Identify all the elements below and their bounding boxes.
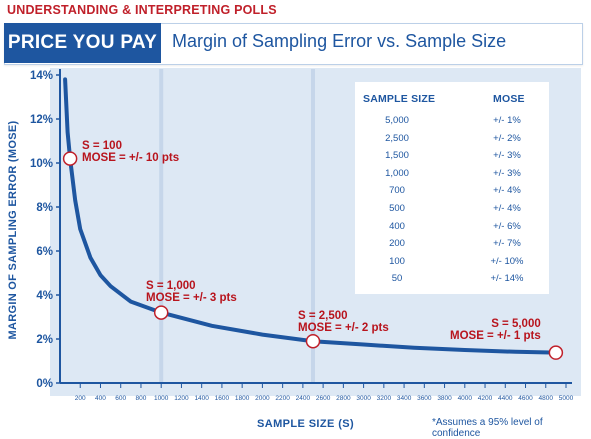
x-tick-label: 2600 — [316, 395, 331, 402]
x-tick-label: 2800 — [336, 395, 351, 402]
x-tick-label: 3800 — [437, 395, 452, 402]
x-tick-label: 1600 — [215, 395, 230, 402]
kicker-title: UNDERSTANDING & INTERPRETING POLLS — [7, 3, 277, 17]
x-tick-label: 3200 — [377, 395, 392, 402]
x-tick-label: 200 — [75, 395, 86, 402]
x-tick-label: 1200 — [174, 395, 189, 402]
highlight-markers — [62, 151, 564, 360]
x-tick-label: 2000 — [255, 395, 270, 402]
annotation-mose: MOSE = +/- 10 pts — [82, 152, 180, 164]
table-cell-sample-size: 2,500 — [385, 132, 409, 144]
y-tick-label: 8% — [36, 202, 53, 214]
sample-size-table: SAMPLE SIZE MOSE 5,000 +/- 1% 2,500 +/- 2% 1… — [355, 82, 549, 294]
x-tick-label: 1000 — [154, 395, 169, 402]
x-tick-label: 800 — [136, 395, 147, 402]
table-cell-mose: +/- 10% — [490, 255, 524, 267]
annotation-3: S = 2,500 MOSE = +/- 2 pts — [298, 310, 389, 334]
table-cell-sample-size: 1,000 — [385, 167, 409, 179]
annotation-sample-size: S = 5,000 — [491, 318, 541, 330]
y-tick-label: 2% — [36, 334, 53, 346]
x-tick-labels: 200 400 600 800 1000 1200 1400 1600 1800 2000 2200… — [75, 383, 574, 402]
table-cell-sample-size: 5,000 — [385, 115, 409, 126]
table-cell-mose: +/- 1% — [493, 115, 521, 126]
table-cell-sample-size: 100 — [389, 255, 405, 267]
y-tick-label: 6% — [36, 246, 53, 258]
annotation-mose: MOSE = +/- 2 pts — [298, 322, 389, 334]
mose-curve — [63, 77, 558, 355]
table-cell-mose: +/- 4% — [493, 203, 521, 214]
annotation-1: S = 100 MOSE = +/- 10 pts — [82, 140, 179, 164]
x-tick-label: 4800 — [539, 395, 554, 402]
x-tick-label: 3000 — [356, 395, 371, 402]
highlight-marker-3 — [305, 333, 321, 349]
x-tick-label: 3600 — [417, 395, 432, 402]
table-cell-sample-size: 700 — [389, 185, 405, 197]
table-cell-mose: +/- 3% — [493, 167, 521, 179]
table-cell-mose: +/- 7% — [493, 238, 521, 250]
x-tick-label: 5000 — [559, 395, 574, 402]
highlight-marker-4 — [548, 345, 564, 360]
footnote: *Assumes a 95% level of confidence — [432, 417, 543, 439]
x-axis-title: SAMPLE SIZE (S) — [257, 418, 355, 430]
x-tick-label: 4400 — [498, 395, 513, 402]
y-tick-label: 14% — [30, 70, 53, 82]
y-tick-label: 12% — [30, 114, 53, 126]
x-tick-label: 4000 — [458, 395, 473, 402]
x-tick-label: 1400 — [194, 395, 209, 402]
highlight-marker-1 — [62, 151, 78, 166]
table-cell-sample-size: 200 — [389, 238, 405, 250]
table-cell-mose: +/- 4% — [493, 185, 521, 197]
table-cell-mose: +/- 6% — [493, 220, 521, 232]
table-cell-mose: +/- 2% — [493, 132, 521, 144]
y-tick-label: 0% — [36, 378, 53, 390]
annotation-sample-size: S = 1,000 — [146, 280, 196, 292]
table-cell-sample-size: 500 — [389, 203, 405, 214]
y-tick-label: 10% — [30, 158, 53, 170]
x-tick-label: 1800 — [235, 395, 250, 402]
chart-subtitle: Margin of Sampling Error vs. Sample Size — [172, 31, 507, 51]
table-cell-sample-size: 50 — [391, 273, 403, 285]
annotation-4: S = 5,000 MOSE = +/- 1 pts — [450, 318, 541, 342]
x-tick-label: 400 — [95, 395, 106, 402]
y-tick-labels: 0% 2% 4% 6% 8% 10% 12% 14% — [30, 70, 60, 390]
annotation-sample-size: S = 2,500 — [298, 310, 348, 322]
table-cell-mose: +/- 3% — [493, 150, 521, 162]
table-header-mose: MOSE — [493, 93, 525, 105]
x-tick-label: 600 — [115, 395, 126, 402]
x-tick-label: 2400 — [296, 395, 311, 402]
x-tick-label: 3400 — [397, 395, 412, 402]
y-axis-title: MARGIN OF SAMPLING ERROR (MOSE) — [7, 120, 19, 340]
axes — [59, 69, 572, 384]
x-tick-label: 2200 — [275, 395, 290, 402]
header-tab: PRICE YOU PAY — [4, 23, 161, 63]
grid-lines — [159, 69, 315, 383]
annotation-2: S = 1,000 MOSE = +/- 3 pts — [146, 280, 237, 304]
x-tick-label: 4600 — [518, 395, 533, 402]
annotation-sample-size: S = 100 — [82, 140, 122, 152]
table-cell-mose: +/- 14% — [490, 273, 524, 285]
highlight-marker-2 — [153, 305, 169, 320]
annotation-mose: MOSE = +/- 1 pts — [450, 330, 541, 342]
annotation-mose: MOSE = +/- 3 pts — [146, 292, 237, 304]
table-cell-sample-size: 1,500 — [385, 150, 409, 162]
table-header-sample-size: SAMPLE SIZE — [363, 93, 436, 105]
y-tick-label: 4% — [36, 290, 53, 302]
table-cell-sample-size: 400 — [389, 220, 405, 232]
x-tick-label: 4200 — [478, 395, 493, 402]
